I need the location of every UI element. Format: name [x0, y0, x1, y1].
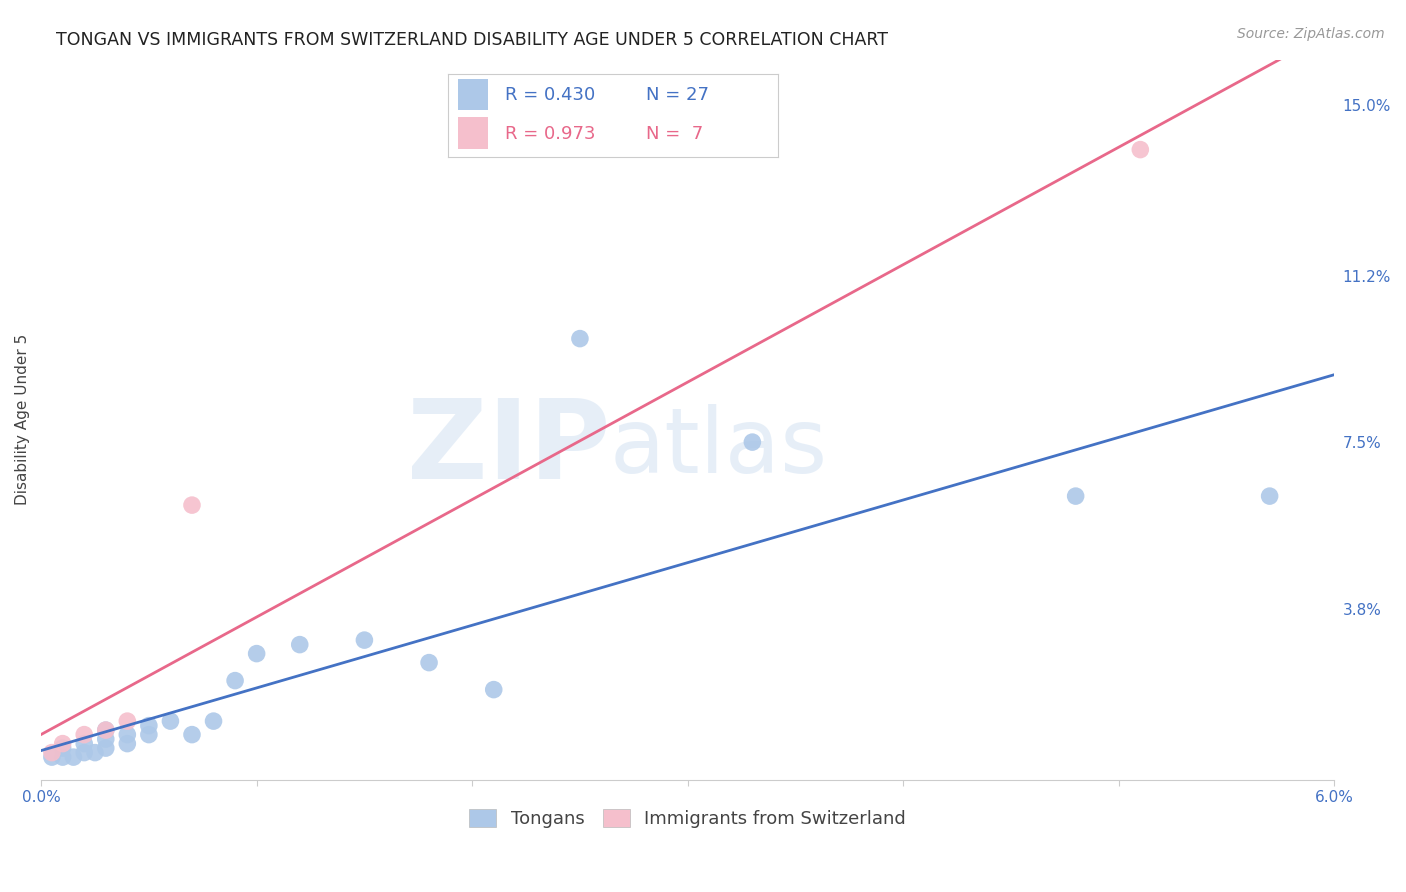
Point [62, 750, 84, 764]
Point [202, 714, 225, 728]
Point [73, 737, 96, 751]
Point [94, 723, 117, 738]
Point [41, 746, 63, 760]
Point [741, 435, 763, 450]
Point [41, 750, 63, 764]
Point [138, 718, 160, 732]
Point [224, 673, 246, 688]
Point [1129, 143, 1152, 157]
Point [159, 714, 181, 728]
Point [138, 728, 160, 742]
Point [353, 633, 375, 648]
Point [482, 682, 505, 697]
Point [73, 746, 96, 760]
Point [1064, 489, 1087, 503]
Legend: Tongans, Immigrants from Switzerland: Tongans, Immigrants from Switzerland [463, 802, 914, 836]
Point [52, 737, 75, 751]
Point [418, 656, 440, 670]
Point [181, 728, 204, 742]
Y-axis label: Disability Age Under 5: Disability Age Under 5 [15, 334, 30, 505]
Point [181, 498, 204, 512]
Point [94, 741, 117, 756]
Point [84, 746, 107, 760]
Point [568, 332, 591, 346]
Point [1258, 489, 1281, 503]
Point [117, 737, 139, 751]
Point [52, 750, 75, 764]
Point [117, 714, 139, 728]
Point [246, 647, 269, 661]
Text: ZIP: ZIP [406, 395, 610, 502]
Point [288, 638, 311, 652]
Text: TONGAN VS IMMIGRANTS FROM SWITZERLAND DISABILITY AGE UNDER 5 CORRELATION CHART: TONGAN VS IMMIGRANTS FROM SWITZERLAND DI… [56, 31, 889, 49]
Text: Source: ZipAtlas.com: Source: ZipAtlas.com [1237, 27, 1385, 41]
Text: atlas: atlas [610, 404, 828, 492]
Point [73, 728, 96, 742]
Point [117, 728, 139, 742]
Point [94, 732, 117, 747]
Point [94, 723, 117, 738]
Point [52, 741, 75, 756]
